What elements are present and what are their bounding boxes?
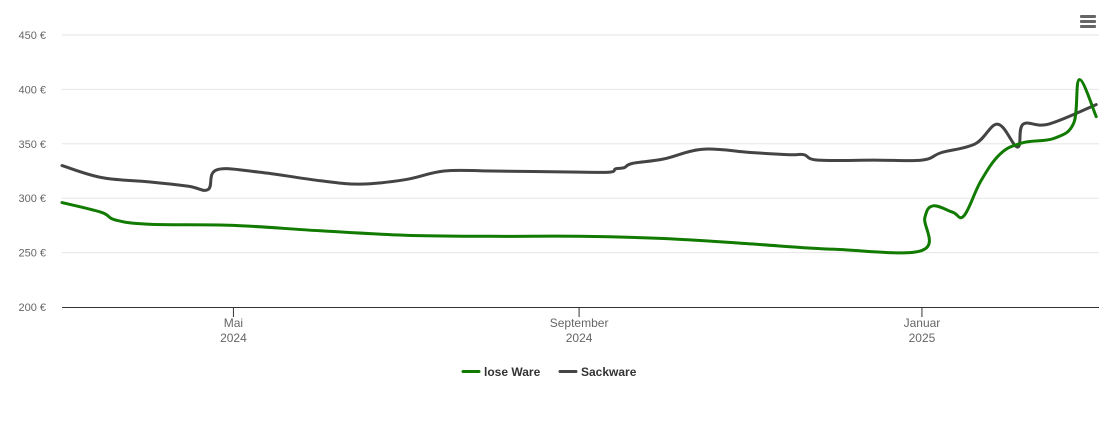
- x-tick-label-month: Mai: [224, 316, 243, 330]
- legend-item-lose-ware[interactable]: lose Ware: [461, 365, 541, 379]
- y-tick-label: 400 €: [18, 84, 46, 96]
- legend[interactable]: lose Ware Sackware: [461, 365, 637, 379]
- y-tick-label: 250 €: [18, 248, 46, 260]
- x-tick-label-year: 2025: [909, 331, 936, 345]
- y-tick-label: 300 €: [18, 193, 46, 205]
- x-tick-label-year: 2024: [220, 331, 247, 345]
- legend-item-sackware[interactable]: Sackware: [558, 365, 637, 379]
- y-tick-label: 450 €: [18, 30, 46, 42]
- series-line-lose-ware: [60, 78, 1098, 255]
- series-lines: [60, 78, 1098, 255]
- y-tick-label: 200 €: [18, 302, 46, 314]
- x-tick-label-month: Januar: [904, 316, 941, 330]
- y-tick-label: 350 €: [18, 139, 46, 151]
- x-tick-label-month: September: [550, 316, 609, 330]
- legend-label: Sackware: [581, 365, 637, 379]
- grid-lines: [62, 34, 1099, 254]
- x-tick-label-year: 2024: [566, 331, 593, 345]
- legend-label: lose Ware: [484, 365, 541, 379]
- series-line-sackware: [60, 103, 1098, 192]
- hamburger-menu-icon[interactable]: [1074, 10, 1100, 34]
- y-axis-ticks: 200 € 250 € 300 € 350 € 400 € 450 €: [18, 30, 46, 314]
